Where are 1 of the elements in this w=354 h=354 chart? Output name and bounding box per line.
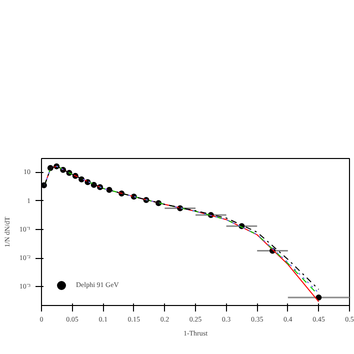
- point: [316, 294, 322, 300]
